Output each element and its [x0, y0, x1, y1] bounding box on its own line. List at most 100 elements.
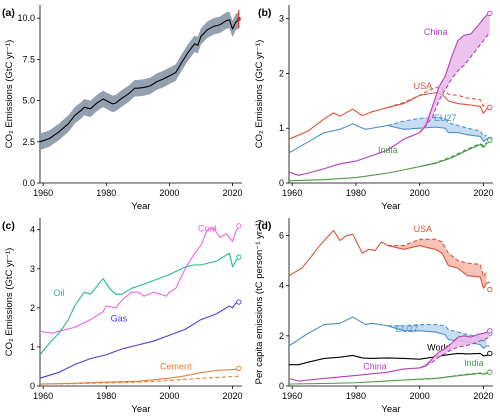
x-tick-label: 1960: [282, 188, 302, 198]
eu27-series-label: EU27: [396, 324, 419, 334]
eu27-series-label: EU27: [434, 113, 457, 123]
x-axis-title: Year: [131, 201, 150, 212]
x-tick-label: 1980: [346, 188, 366, 198]
projection-marker: [236, 17, 241, 22]
usa-series-label: USA: [414, 224, 433, 234]
panel-label: (b): [258, 7, 271, 19]
y-axis-title: Per capita emissions (tC person⁻¹ yr⁻¹): [254, 220, 265, 385]
x-axis-title: Year: [381, 404, 400, 415]
india-dashed-line: [419, 371, 490, 380]
china-difference-band: [419, 330, 490, 368]
y-tick-label: 1: [30, 342, 35, 352]
y-tick-label: 6: [279, 231, 284, 241]
world-line: [289, 352, 490, 366]
y-tick-label: 1: [279, 123, 284, 133]
gas-series-label: Gas: [111, 314, 128, 324]
y-tick-label: 0: [30, 381, 35, 391]
china-line: [288, 330, 491, 382]
panel-2: (b) 1960 1980 2000 2020 0 1 2 3 Year CO₂ Emissions…: [254, 5, 493, 212]
oil-line: [39, 252, 240, 356]
usa-dashed-line: [387, 238, 488, 279]
usa-line: [288, 229, 491, 289]
y-tick-label: 0.0: [22, 178, 35, 188]
india-endpoint-marker: [487, 369, 493, 375]
x-tick-label: 1960: [282, 391, 302, 401]
series-line: [39, 19, 240, 143]
y-tick-label: 2.5: [22, 137, 35, 147]
india-series-label: India: [464, 358, 484, 368]
eu27-dashed-line: [387, 324, 487, 342]
oil-series-label: Oil: [53, 288, 64, 298]
india-series-label: India: [378, 145, 398, 155]
x-tick-label: 2020: [223, 188, 243, 198]
eu27-difference-band: [387, 117, 487, 142]
y-axis-title: CO₂ Emissions (GtC yr⁻¹): [4, 40, 15, 148]
x-tick-label: 2020: [473, 188, 493, 198]
axis-lines: [39, 218, 242, 387]
china-endpoint-marker: [487, 328, 493, 334]
x-tick-label: 2000: [159, 188, 179, 198]
y-tick-label: 10.0: [17, 13, 35, 23]
cement-dashed-line: [39, 375, 239, 385]
panel-3: (c) 1960 1980 2000 2020 0 1 2 3 4 Year CO₂ Emission…: [2, 218, 243, 415]
x-tick-label: 2000: [410, 188, 430, 198]
world-endpoint-marker: [487, 350, 493, 357]
gas-endpoint-marker: [236, 299, 242, 305]
cement-endpoint-marker: [236, 365, 242, 372]
x-tick-label: 2020: [473, 391, 493, 401]
cement-line: [39, 368, 239, 385]
eu27-line: [288, 123, 490, 154]
china-endpoint-marker: [487, 10, 493, 16]
y-tick-label: 0: [279, 178, 284, 188]
china-series-label: China: [424, 27, 448, 37]
x-tick-label: 1980: [96, 391, 116, 401]
usa-line: [288, 92, 491, 140]
usa-series-label: USA: [414, 81, 433, 91]
india-endpoint-marker: [487, 137, 493, 143]
x-tick-label: 1960: [33, 391, 53, 401]
y-tick-label: 0: [279, 381, 284, 391]
y-axis-title: CO₂ Emissions (GtC yr⁻¹): [4, 248, 15, 356]
eu27-line: [288, 316, 490, 349]
x-axis-title: Year: [131, 404, 150, 415]
y-tick-label: 2: [279, 68, 284, 78]
china-series-label: China: [363, 362, 387, 372]
usa-difference-band: [387, 239, 487, 289]
panel-label: (d): [258, 220, 271, 232]
coal-series-label: Coal: [198, 224, 217, 234]
x-tick-label: 1980: [346, 391, 366, 401]
x-axis-title: Year: [381, 201, 400, 212]
x-tick-label: 2020: [223, 391, 243, 401]
y-tick-label: 2: [279, 331, 284, 341]
china-dashed-line: [419, 336, 491, 369]
y-tick-label: 4: [30, 225, 35, 235]
india-dashed-line: [419, 142, 488, 168]
y-tick-label: 4: [279, 281, 284, 291]
x-tick-label: 2000: [159, 391, 179, 401]
x-tick-label: 2000: [410, 391, 430, 401]
coal-endpoint-marker: [236, 223, 242, 229]
axis-lines: [288, 5, 493, 184]
panel-1: (a) 1960 1980 2000 2020 0.0 2.5 5.0 7.5 10.0 Year C…: [2, 5, 243, 212]
y-tick-label: 3: [279, 14, 284, 24]
y-axis-title: CO₂ Emissions (GtC yr⁻¹): [254, 40, 265, 148]
panel-label: (c): [2, 220, 15, 232]
cement-series-label: Cement: [160, 362, 192, 372]
gas-line: [39, 301, 240, 379]
y-tick-label: 3: [30, 264, 35, 274]
x-tick-label: 1980: [96, 188, 116, 198]
usa-dashed-line: [387, 86, 487, 108]
y-tick-label: 2: [30, 303, 35, 313]
oil-endpoint-marker: [236, 254, 242, 260]
axis-lines: [288, 218, 493, 387]
eu27-dashed-line: [387, 116, 487, 138]
coal-line: [39, 225, 240, 334]
usa-endpoint-marker: [487, 104, 493, 111]
panel-label: (a): [2, 7, 15, 19]
usa-endpoint-marker: [487, 286, 493, 293]
world-series-label: World: [427, 342, 450, 352]
china-dashed-line: [419, 32, 491, 133]
y-tick-label: 7.5: [22, 54, 35, 64]
y-tick-label: 5.0: [22, 96, 35, 106]
